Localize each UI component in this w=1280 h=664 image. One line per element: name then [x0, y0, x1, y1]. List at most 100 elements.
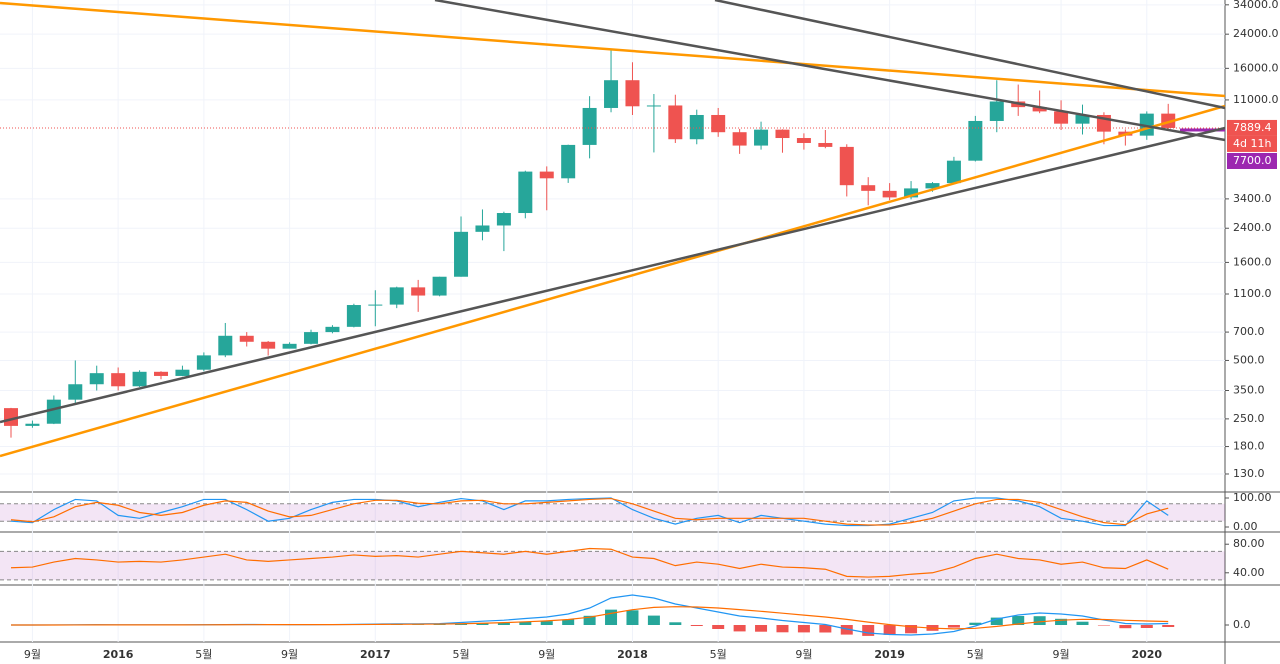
candle-body — [346, 305, 361, 327]
candle-body — [946, 160, 961, 184]
histogram-bar — [840, 625, 853, 635]
price-label: 7889.4 — [1233, 121, 1272, 134]
y-tick-label: 100.00 — [1233, 491, 1272, 504]
candle-body — [411, 287, 426, 296]
candle-body — [325, 326, 340, 333]
histogram-bar — [1140, 625, 1153, 628]
band-fill — [0, 503, 1225, 522]
candle-body — [818, 142, 833, 147]
candle-body — [1032, 107, 1047, 112]
y-tick-label: 3400.0 — [1233, 192, 1272, 205]
histogram-bar — [540, 621, 553, 625]
indicator-line — [10, 497, 1169, 526]
histogram-bar — [562, 619, 575, 625]
histogram-bar — [969, 622, 982, 625]
histogram-bar — [497, 622, 510, 625]
x-tick-label: 2019 — [874, 648, 905, 661]
histogram-bar — [669, 622, 682, 625]
x-tick-label: 5월 — [452, 648, 469, 661]
candle-body — [518, 171, 533, 214]
candle-body — [604, 80, 619, 108]
histogram-bar — [819, 625, 832, 633]
histogram-bar — [583, 615, 596, 625]
candle-body — [904, 188, 919, 198]
y-tick-label: 250.0 — [1233, 412, 1265, 425]
trend-line — [0, 1, 1226, 98]
candle-body — [475, 225, 490, 232]
alert-label: 7700.0 — [1233, 154, 1272, 167]
histogram-bar — [690, 625, 703, 626]
candle-body — [796, 138, 811, 143]
candle-body — [968, 120, 983, 161]
histogram-bar — [947, 625, 960, 628]
y-tick-label: 24000.0 — [1233, 27, 1279, 40]
candle-body — [625, 80, 640, 107]
candle-body — [754, 129, 769, 146]
histogram-bar — [776, 625, 789, 633]
y-tick-label: 80.00 — [1233, 537, 1265, 550]
histogram-bar — [1033, 616, 1046, 625]
candle-body — [711, 114, 726, 133]
countdown-box — [1227, 135, 1277, 152]
x-tick-label: 9월 — [281, 648, 298, 661]
histogram-bar — [862, 625, 875, 636]
candle-body — [389, 287, 404, 305]
y-tick-label: 1600.0 — [1233, 255, 1272, 268]
indicator-line — [11, 594, 1169, 636]
y-tick-label: 700.0 — [1233, 325, 1265, 338]
candle-body — [432, 276, 447, 296]
candle-body — [668, 105, 683, 140]
alert-box — [1227, 152, 1277, 169]
histogram-bar — [990, 617, 1003, 625]
y-tick-label: 180.0 — [1233, 440, 1265, 453]
x-tick-label: 9월 — [538, 648, 555, 661]
x-tick-label: 5월 — [710, 648, 727, 661]
candle-body — [111, 373, 126, 387]
price-label-box — [1227, 119, 1277, 136]
candle-body — [239, 335, 254, 342]
candle-body — [154, 371, 169, 376]
histogram-bar — [1012, 616, 1025, 625]
candle-body — [132, 371, 147, 387]
candle-body — [1075, 114, 1090, 124]
x-tick-label: 2017 — [360, 648, 391, 661]
candle-body — [882, 190, 897, 198]
histogram-bar — [476, 622, 489, 625]
candle-body — [925, 183, 940, 189]
candle-body — [304, 332, 319, 344]
x-tick-label: 5월 — [967, 648, 984, 661]
y-tick-label: 2400.0 — [1233, 221, 1272, 234]
y-tick-label: 350.0 — [1233, 384, 1265, 397]
histogram-bar — [905, 625, 918, 634]
histogram-bar — [647, 615, 660, 625]
x-tick-label: 9월 — [24, 648, 41, 661]
trend-line — [0, 126, 1226, 424]
x-tick-label: 9월 — [795, 648, 812, 661]
candle-body — [175, 369, 190, 376]
trend-line — [714, 0, 1226, 110]
candle-body — [839, 146, 854, 186]
histogram-bar — [1162, 625, 1175, 627]
countdown: 4d 11h — [1233, 137, 1271, 150]
candle-body — [1054, 111, 1069, 124]
candle-body — [368, 304, 383, 306]
x-tick-label: 9월 — [1053, 648, 1070, 661]
trend-line — [434, 0, 1226, 142]
x-tick-label: 5월 — [195, 648, 212, 661]
trend-line — [0, 104, 1226, 458]
candle-body — [989, 101, 1004, 121]
y-tick-label: 34000.0 — [1233, 0, 1279, 11]
histogram-bar — [626, 610, 639, 625]
y-tick-label: 500.0 — [1233, 353, 1265, 366]
candle-body — [561, 144, 576, 179]
candle-body — [646, 105, 661, 107]
y-tick-label: 0.00 — [1233, 520, 1258, 533]
histogram-bar — [797, 625, 810, 633]
candle-body — [732, 132, 747, 146]
candle-body — [496, 213, 511, 226]
histogram-bar — [712, 625, 725, 629]
candle-body — [68, 384, 83, 400]
histogram-bar — [755, 625, 768, 632]
candle-body — [46, 399, 61, 424]
